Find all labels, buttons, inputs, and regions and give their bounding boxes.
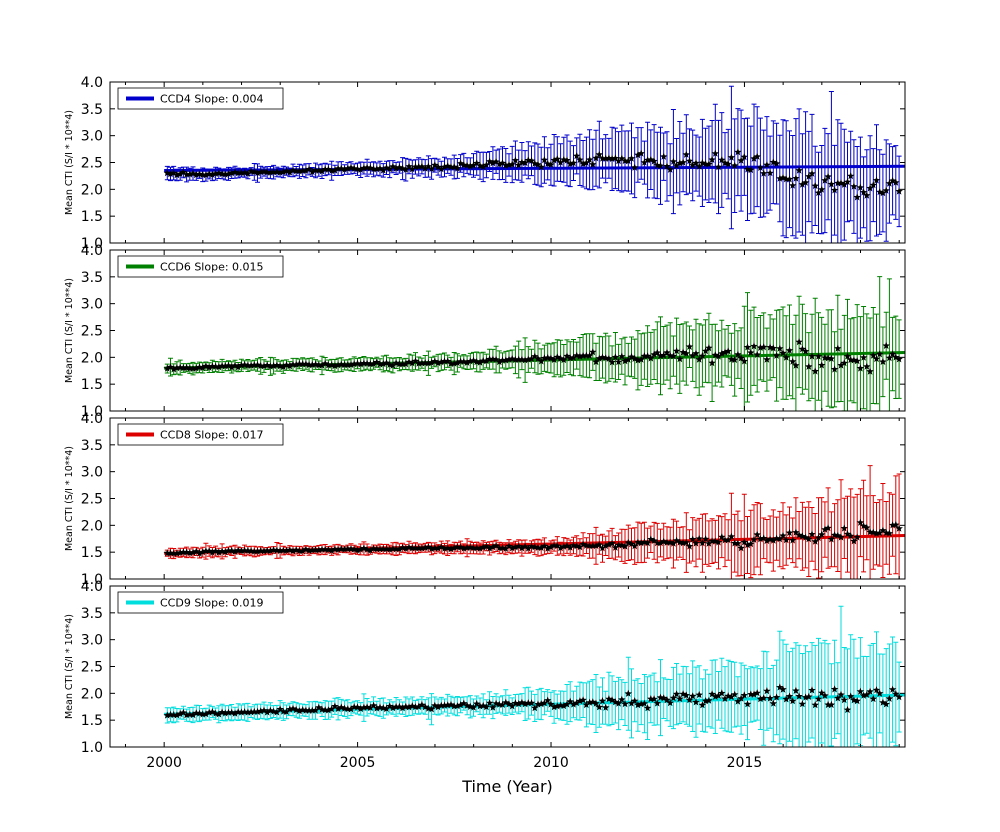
y-tick-label: 4.0 [81, 75, 103, 91]
y-axis-label-CCD9: Mean CTI (S/I * 10**4) [64, 614, 75, 719]
y-tick-label: 1.0 [81, 404, 103, 420]
x-axis-label: Time (Year) [461, 777, 553, 796]
y-tick-label: 3.5 [81, 270, 103, 286]
legend-box-CCD6 [117, 255, 284, 278]
y-tick-label: 2.5 [81, 492, 103, 508]
legend-box-CCD8 [117, 423, 284, 446]
y-tick-label: 1.5 [81, 209, 103, 225]
y-tick-label: 1.0 [81, 740, 103, 756]
errorbar-caps-CCD6 [164, 276, 902, 411]
y-tick-label: 4.0 [81, 243, 103, 259]
y-axis-label-CCD4: Mean CTI (S/I * 10**4) [64, 110, 75, 215]
errorbar-caps-CCD9 [164, 605, 902, 747]
y-tick-label: 3.5 [81, 102, 103, 118]
legend-label-CCD9: CCD9 Slope: 0.019 [160, 597, 264, 610]
star-markers-CCD6 [163, 337, 903, 375]
panel-CCD8: 1.0 1.5 2.0 2.5 3.0 3.5 4.0 Mean CTI (S/I * 10*… [64, 411, 906, 588]
star-markers-CCD8 [163, 518, 903, 557]
y-axis-label-CCD6: Mean CTI (S/I * 10**4) [64, 278, 75, 383]
y-tick-label: 3.0 [81, 129, 103, 145]
legend-label-CCD4: CCD4 Slope: 0.004 [160, 93, 264, 106]
panel-CCD6: 1.0 1.5 2.0 2.5 3.0 3.5 4.0 Mean CTI (S/I * 10*… [64, 243, 906, 420]
y-tick-label: 2.0 [81, 686, 103, 702]
y-tick-label: 3.0 [81, 465, 103, 481]
legend-label-CCD6: CCD6 Slope: 0.015 [160, 261, 264, 274]
y-tick-label: 2.0 [81, 182, 103, 198]
y-tick-label: 2.5 [81, 324, 103, 340]
y-tick-label: 2.0 [81, 350, 103, 366]
y-axis-label-CCD8: Mean CTI (S/I * 10**4) [64, 446, 75, 551]
star-markers-CCD9 [163, 683, 903, 719]
legend-label-CCD8: CCD8 Slope: 0.017 [160, 429, 264, 442]
panel-CCD9: 1.0 1.5 2.0 2.5 3.0 3.5 4.0 Mean CTI (S/I * 10*… [64, 579, 906, 756]
y-tick-label: 1.0 [81, 236, 103, 252]
y-tick-label: 4.0 [81, 579, 103, 595]
y-tick-label: 2.5 [81, 156, 103, 172]
legend-box-CCD4 [117, 87, 284, 110]
panel-CCD4: 1.0 1.5 2.0 2.5 3.0 3.5 4.0 Mean CTI (S/I * 10*… [64, 75, 906, 252]
y-tick-label: 3.5 [81, 438, 103, 454]
y-tick-label: 2.0 [81, 518, 103, 534]
y-tick-label: 3.5 [81, 606, 103, 622]
x-tick-label: 2000 [146, 755, 182, 771]
y-tick-label: 1.5 [81, 545, 103, 561]
x-tick-label: 2015 [727, 755, 763, 771]
y-tick-label: 1.5 [81, 713, 103, 729]
y-tick-label: 3.0 [81, 633, 103, 649]
legend-box-CCD9 [117, 591, 284, 614]
y-tick-label: 3.0 [81, 297, 103, 313]
x-tick-label: 2005 [340, 755, 376, 771]
y-tick-label: 1.0 [81, 572, 103, 588]
x-tick-label: 2010 [533, 755, 569, 771]
y-tick-label: 2.5 [81, 660, 103, 676]
y-tick-label: 1.5 [81, 377, 103, 393]
y-tick-label: 4.0 [81, 411, 103, 427]
